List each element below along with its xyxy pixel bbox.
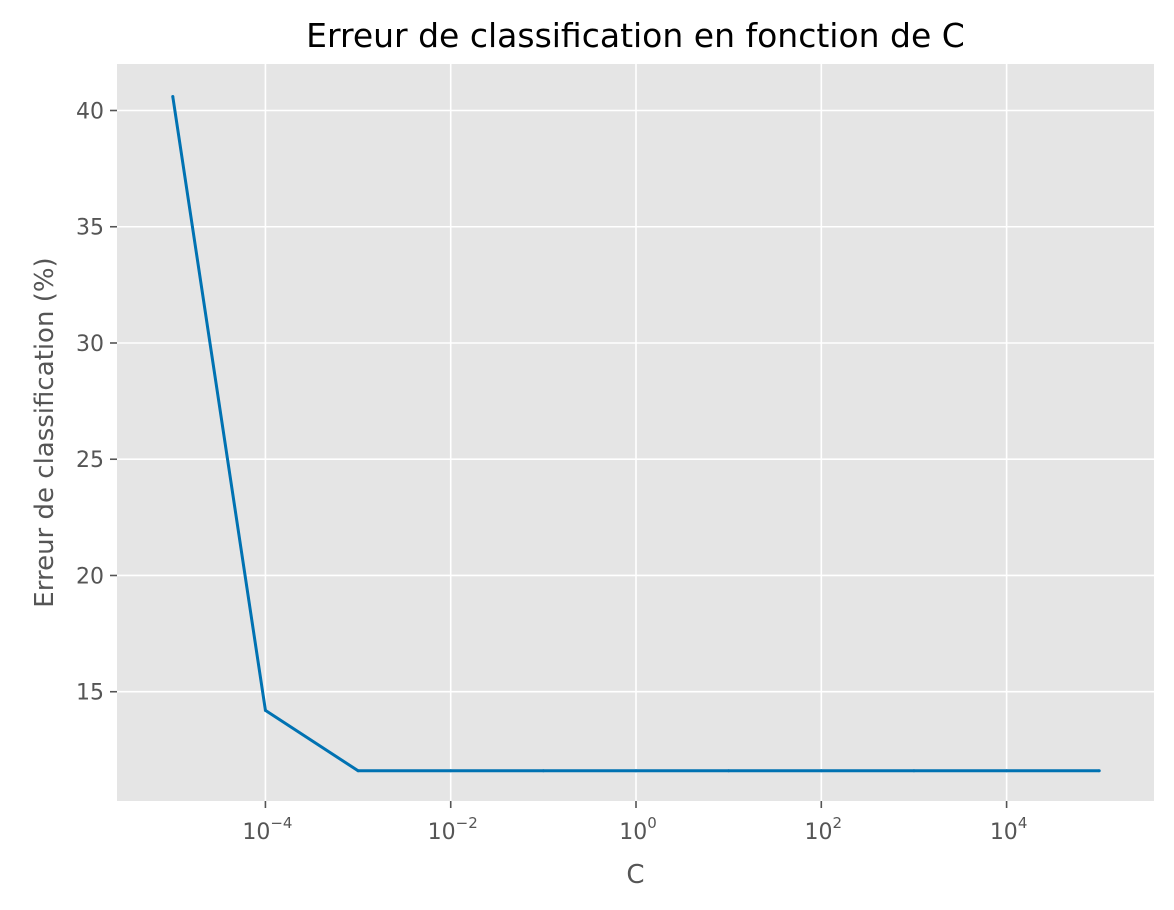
y-axis-label: Erreur de classification (%) — [30, 257, 60, 607]
series-layer — [171, 95, 1101, 773]
data-point — [634, 769, 638, 773]
x-tick-label: 10−2 — [428, 814, 478, 845]
data-point — [727, 769, 731, 773]
x-tick-label-exponent: 0 — [647, 814, 657, 832]
x-tick-label: 100 — [619, 814, 657, 845]
x-tick-label-exponent: −4 — [270, 814, 292, 832]
data-point — [356, 769, 360, 773]
y-tick-label: 15 — [76, 681, 104, 706]
x-tick-label-base: 10 — [428, 820, 456, 845]
grid-lines — [117, 64, 1154, 801]
data-point — [171, 95, 175, 99]
data-point — [819, 769, 823, 773]
data-point — [1005, 769, 1009, 773]
data-point — [541, 769, 545, 773]
y-tick-label: 30 — [76, 332, 104, 357]
x-tick-label-base: 10 — [805, 820, 833, 845]
data-point — [449, 769, 453, 773]
y-tick-label: 25 — [76, 448, 104, 473]
data-point — [912, 769, 916, 773]
data-point — [263, 708, 267, 712]
x-tick-label-exponent: 2 — [833, 814, 843, 832]
x-tick-label: 104 — [990, 814, 1028, 845]
chart-title: Erreur de classification en fonction de … — [306, 16, 965, 55]
x-tick-label: 10−4 — [242, 814, 292, 845]
x-tick-label-exponent: 4 — [1018, 814, 1028, 832]
data-point — [1097, 769, 1101, 773]
x-tick-label-base: 10 — [619, 820, 647, 845]
y-tick-label: 20 — [76, 564, 104, 589]
x-axis-label: C — [626, 860, 644, 890]
y-tick-label: 35 — [76, 216, 104, 241]
x-tick-label-exponent: −2 — [456, 814, 478, 832]
x-tick-label: 102 — [805, 814, 843, 845]
x-tick-label-base: 10 — [990, 820, 1018, 845]
y-tick-label: 40 — [76, 99, 104, 124]
x-tick-label-base: 10 — [242, 820, 270, 845]
